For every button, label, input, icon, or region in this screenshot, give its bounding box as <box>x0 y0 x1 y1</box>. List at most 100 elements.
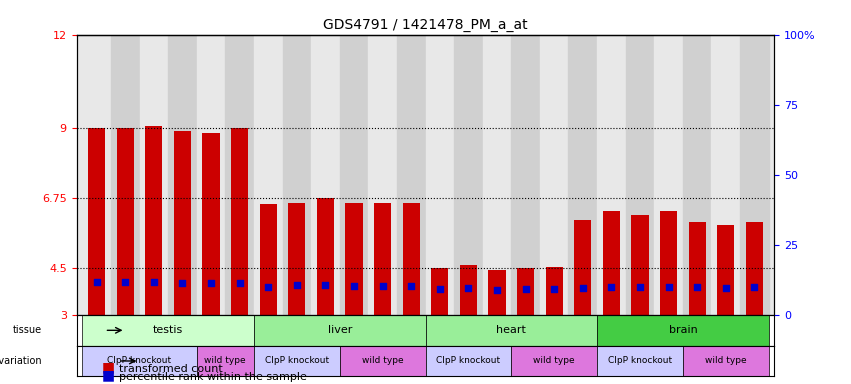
Text: wild type: wild type <box>534 356 575 366</box>
Point <box>175 280 189 286</box>
Point <box>576 285 590 291</box>
Text: ClpP knockout: ClpP knockout <box>437 356 500 366</box>
Bar <box>346 203 363 315</box>
Bar <box>340 35 368 315</box>
Bar <box>397 35 426 315</box>
Point <box>118 279 132 285</box>
Point <box>747 284 761 290</box>
Point <box>376 283 390 289</box>
Bar <box>745 222 763 315</box>
Bar <box>488 270 505 315</box>
Bar <box>111 35 140 315</box>
Title: GDS4791 / 1421478_PM_a_at: GDS4791 / 1421478_PM_a_at <box>323 18 528 32</box>
Point <box>690 284 704 290</box>
Bar <box>140 35 168 315</box>
Bar <box>454 35 483 315</box>
Point <box>90 279 104 285</box>
Text: heart: heart <box>496 325 526 335</box>
Text: ClpP knockout: ClpP knockout <box>107 356 172 366</box>
Text: liver: liver <box>328 325 352 335</box>
FancyBboxPatch shape <box>597 346 683 376</box>
FancyBboxPatch shape <box>83 315 254 346</box>
Point <box>547 286 561 292</box>
Bar <box>654 35 683 315</box>
Bar <box>254 35 283 315</box>
Text: ClpP knockout: ClpP knockout <box>608 356 672 366</box>
Point <box>404 283 418 289</box>
Bar <box>431 268 448 315</box>
Bar <box>203 133 220 315</box>
Bar <box>625 35 654 315</box>
Text: wild type: wild type <box>204 356 246 366</box>
Bar <box>226 35 254 315</box>
Point <box>204 280 218 286</box>
Bar <box>483 35 511 315</box>
Bar <box>283 35 311 315</box>
Point <box>719 285 733 291</box>
Point <box>662 284 676 290</box>
Bar <box>311 35 340 315</box>
Bar <box>717 225 734 315</box>
FancyBboxPatch shape <box>511 346 597 376</box>
Bar <box>711 35 740 315</box>
Text: testis: testis <box>153 325 183 335</box>
FancyBboxPatch shape <box>83 346 197 376</box>
Bar <box>511 35 540 315</box>
Bar <box>660 210 677 315</box>
Bar <box>88 128 106 315</box>
Text: percentile rank within the sample: percentile rank within the sample <box>119 372 307 382</box>
Text: wild type: wild type <box>362 356 403 366</box>
Text: transformed count: transformed count <box>119 364 223 374</box>
Text: brain: brain <box>669 325 697 335</box>
Bar <box>688 222 705 315</box>
Bar <box>168 35 197 315</box>
Point <box>633 284 647 290</box>
FancyBboxPatch shape <box>683 346 768 376</box>
FancyBboxPatch shape <box>426 315 597 346</box>
Bar <box>460 265 477 315</box>
Bar <box>83 35 111 315</box>
Bar <box>317 198 334 315</box>
Bar <box>197 35 226 315</box>
Point <box>461 285 475 291</box>
Text: ■: ■ <box>102 368 115 382</box>
Point <box>147 279 161 285</box>
Point <box>290 282 304 288</box>
Point <box>233 280 247 286</box>
Point <box>604 284 618 290</box>
Bar <box>117 128 134 315</box>
Point <box>433 286 447 292</box>
FancyBboxPatch shape <box>340 346 426 376</box>
Y-axis label: tissue: tissue <box>13 325 42 335</box>
Bar <box>374 203 391 315</box>
Bar <box>568 35 597 315</box>
Bar <box>631 215 648 315</box>
FancyBboxPatch shape <box>254 346 340 376</box>
Text: ClpP knockout: ClpP knockout <box>265 356 328 366</box>
Bar <box>146 126 163 315</box>
Text: ■: ■ <box>102 361 115 374</box>
Point <box>490 287 504 293</box>
Bar <box>517 268 534 315</box>
Point <box>519 286 533 292</box>
Y-axis label: genotype/variation: genotype/variation <box>0 356 42 366</box>
FancyBboxPatch shape <box>197 346 254 376</box>
Bar <box>574 220 591 315</box>
Bar <box>403 203 420 315</box>
Bar <box>426 35 454 315</box>
Bar <box>683 35 711 315</box>
FancyBboxPatch shape <box>597 315 768 346</box>
Bar <box>545 266 563 315</box>
Point <box>261 283 275 290</box>
Bar <box>368 35 397 315</box>
Text: wild type: wild type <box>705 356 746 366</box>
Bar <box>288 203 306 315</box>
Bar <box>740 35 768 315</box>
Bar <box>603 210 620 315</box>
Point <box>347 283 361 289</box>
Bar <box>540 35 568 315</box>
Bar <box>260 204 277 315</box>
Point <box>318 282 332 288</box>
FancyBboxPatch shape <box>426 346 511 376</box>
Bar <box>174 131 191 315</box>
